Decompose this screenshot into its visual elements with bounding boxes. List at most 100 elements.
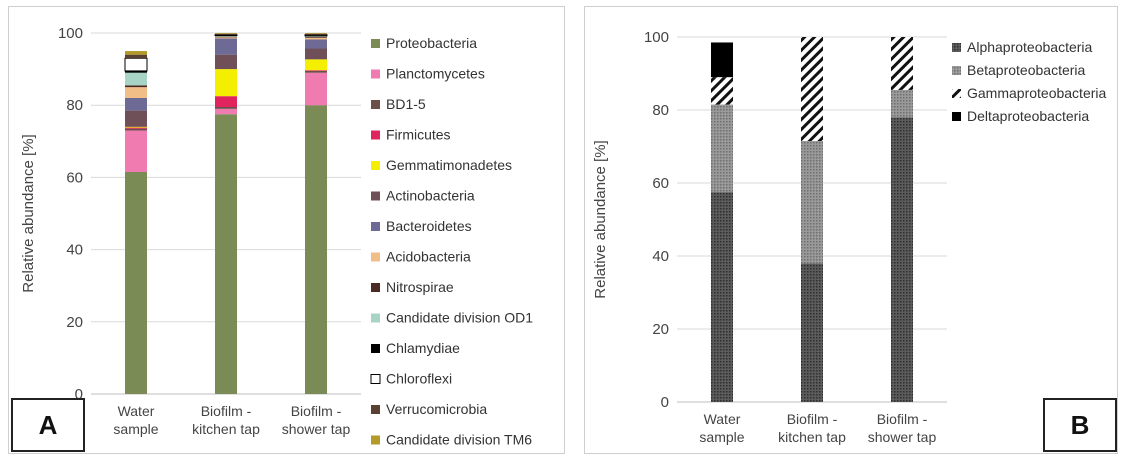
chart-b-legend-swatch xyxy=(952,89,961,98)
chart-a-bar-planctomycetes-3 xyxy=(305,72,327,106)
chart-a-bar-gemmatimonadetes-2 xyxy=(215,69,237,97)
chart-a-bar-candidate-division-od1-1 xyxy=(125,72,147,86)
chart-a-legend-item: Candidate division TM6 xyxy=(386,432,532,448)
chart-a-category-label: shower tap xyxy=(282,421,351,437)
chart-a-bar-actinobacteria-2 xyxy=(215,54,237,70)
chart-a-legend-swatch xyxy=(371,283,380,292)
chart-b-bar-gammaproteobacteria-2 xyxy=(801,37,823,142)
chart-b-category-label: kitchen tap xyxy=(778,429,846,445)
chart-a-y-tick-label: 20 xyxy=(66,314,83,331)
chart-a-category-label: Biofilm - xyxy=(291,403,342,419)
chart-a-category-label: sample xyxy=(113,421,158,437)
chart-a-bar-verrucomicrobia-2 xyxy=(215,33,237,35)
chart-b-bar-alphaproteobacteria-3 xyxy=(891,117,913,403)
chart-b-category-label: sample xyxy=(699,429,744,445)
chart-a-bar-nitrospirae-2 xyxy=(215,36,237,38)
chart-a-legend-swatch xyxy=(371,191,380,201)
chart-b-category-label: Water xyxy=(704,411,741,427)
chart-a-legend-swatch xyxy=(371,435,380,445)
chart-a-legend-swatch xyxy=(371,69,380,79)
chart-a-legend-item: Acidobacteria xyxy=(386,249,471,265)
chart-a-legend-item: Planctomycetes xyxy=(386,66,485,82)
chart-a-y-tick-label: 80 xyxy=(66,97,83,114)
chart-a-bar-candidate-division-tm6-3 xyxy=(305,33,327,34)
chart-a-legend-item: Chloroflexi xyxy=(386,371,452,387)
chart-a-legend-swatch xyxy=(371,405,380,414)
chart-b-bar-alphaproteobacteria-1 xyxy=(711,192,733,402)
chart-a-bar-bd1-5-3 xyxy=(305,70,327,73)
chart-a-legend-item: Chlamydiae xyxy=(386,340,460,356)
chart-a-legend-item: Proteobacteria xyxy=(386,35,477,51)
chart-a-legend-item: Gemmatimonadetes xyxy=(386,157,512,173)
chart-panel-b: 0 20 40 60 80 100 Relative abundance [%] Water s… xyxy=(584,6,1118,454)
chart-a-bar-gemmatimonadetes-3 xyxy=(305,59,327,71)
chart-a-bar-verrucomicrobia-3 xyxy=(305,33,327,35)
chart-a-category-label: Water xyxy=(118,403,155,419)
chart-b-bar-gammaproteobacteria-3 xyxy=(891,37,913,90)
chart-b-legend-swatch xyxy=(952,112,961,121)
chart-a-bar-planctomycetes-2 xyxy=(215,108,237,115)
chart-a-legend-item: Firmicutes xyxy=(386,127,451,143)
chart-a-legend-item: Candidate division OD1 xyxy=(386,310,533,326)
chart-b-legend-item: Deltaproteobacteria xyxy=(967,108,1089,124)
chart-a-bar-firmicutes-1 xyxy=(125,127,147,129)
chart-a-legend-item: Nitrospirae xyxy=(386,279,454,295)
chart-a-bar-gemmatimonadetes-1 xyxy=(125,126,147,128)
chart-b-bar-betaproteobacteria-3 xyxy=(891,89,913,118)
chart-b-y-tick-label: 80 xyxy=(652,102,669,119)
chart-panel-a: 0 20 40 60 80 100 Relative abundance [%] Water s… xyxy=(8,6,565,454)
chart-a-legend-item: Bacteroidetes xyxy=(386,218,472,234)
chart-a-bar-chloroflexi-2 xyxy=(214,34,238,37)
chart-a-bar-proteobacteria-1 xyxy=(125,171,147,394)
chart-b-bar-gammaproteobacteria-1 xyxy=(711,77,733,105)
chart-a-legend-swatch xyxy=(371,130,380,140)
chart-a-bar-candidate-division-od1-2 xyxy=(215,35,237,37)
chart-b-legend-item: Betaproteobacteria xyxy=(967,62,1086,78)
chart-a-bar-bacteroidetes-2 xyxy=(215,38,237,55)
panel-label-a: A xyxy=(11,398,85,452)
chart-b-legend-swatch xyxy=(952,43,961,52)
chart-b-bar-alphaproteobacteria-2 xyxy=(801,263,823,402)
chart-a-bar-bacteroidetes-3 xyxy=(305,39,327,49)
chart-a-legend-swatch xyxy=(371,39,380,48)
chart-a-bar-verrucomicrobia-1 xyxy=(125,54,147,59)
chart-b-category-label: Biofilm - xyxy=(877,411,928,427)
chart-a-bar-planctomycetes-1 xyxy=(125,130,147,172)
chart-a-legend-item: Actinobacteria xyxy=(386,188,475,204)
chart-a-bar-proteobacteria-2 xyxy=(215,114,237,394)
chart-b-y-tick-label: 40 xyxy=(652,248,669,265)
chart-a-legend-item: BD1-5 xyxy=(386,96,426,112)
chart-b-legend-item: Alphaproteobacteria xyxy=(967,39,1093,55)
chart-a-bar-nitrospirae-1 xyxy=(125,85,147,88)
chart-a-bar-chloroflexi-1 xyxy=(124,57,148,72)
chart-a-bar-chlamydiae-1 xyxy=(125,70,147,73)
chart-b-legend-item: Gammaproteobacteria xyxy=(967,85,1107,101)
chart-a-bar-acidobacteria-2 xyxy=(215,37,237,39)
chart-a-bar-nitrospirae-3 xyxy=(305,36,327,38)
chart-a-bar-candidate-division-od1-3 xyxy=(305,36,327,37)
chart-a-y-axis-label: Relative abundance [%] xyxy=(20,134,37,292)
chart-b-category-label: Biofilm - xyxy=(787,411,838,427)
chart-b-bar-betaproteobacteria-2 xyxy=(801,141,823,264)
chart-a-legend-swatch xyxy=(371,252,380,262)
chart-a-bar-bacteroidetes-1 xyxy=(125,97,147,111)
chart-a-bar-candidate-division-tm6-1 xyxy=(125,51,147,55)
chart-a-svg: 0 20 40 60 80 100 Relative abundance [%] Water s… xyxy=(20,25,533,448)
chart-a-bar-proteobacteria-3 xyxy=(305,105,327,394)
chart-a-legend-swatch xyxy=(371,313,380,323)
chart-a-legend-swatch xyxy=(370,374,381,384)
chart-a-legend-swatch xyxy=(371,344,380,353)
panel-label-b: B xyxy=(1043,398,1117,452)
chart-a-bar-chloroflexi-3 xyxy=(304,34,328,37)
chart-a-legend-swatch xyxy=(371,161,380,170)
chart-b-category-label: shower tap xyxy=(868,429,937,445)
chart-b-y-axis-label: Relative abundance [%] xyxy=(592,140,609,298)
chart-b-bar-deltaproteobacteria-1 xyxy=(711,42,733,78)
chart-b-bar-betaproteobacteria-1 xyxy=(711,104,733,193)
chart-b-y-tick-label: 100 xyxy=(644,29,669,46)
chart-a-bar-bd1-5-2 xyxy=(215,107,237,109)
chart-a-bar-actinobacteria-3 xyxy=(305,48,327,60)
chart-b-y-tick-label: 20 xyxy=(652,321,669,338)
chart-a-y-tick-label: 100 xyxy=(58,25,83,42)
chart-a-y-tick-label: 60 xyxy=(66,169,83,186)
